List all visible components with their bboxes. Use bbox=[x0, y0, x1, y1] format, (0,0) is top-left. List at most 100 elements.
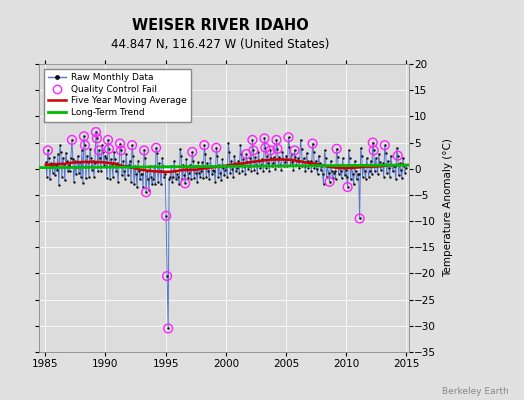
Point bbox=[331, 176, 340, 182]
Point bbox=[180, 172, 188, 178]
Point bbox=[166, 173, 174, 180]
Point bbox=[136, 176, 144, 182]
Point bbox=[212, 144, 221, 151]
Point bbox=[167, 163, 176, 169]
Point bbox=[194, 159, 202, 166]
Point bbox=[336, 168, 345, 174]
Point bbox=[356, 144, 365, 151]
Point bbox=[102, 155, 110, 162]
Point bbox=[109, 173, 117, 180]
Point bbox=[254, 149, 263, 155]
Point bbox=[323, 163, 332, 169]
Point bbox=[90, 173, 98, 180]
Point bbox=[143, 168, 151, 174]
Point bbox=[192, 170, 200, 176]
Point bbox=[292, 161, 301, 168]
Point bbox=[255, 158, 264, 164]
Point bbox=[322, 173, 331, 180]
Point bbox=[68, 137, 76, 143]
Point bbox=[266, 147, 275, 154]
Point bbox=[367, 171, 376, 177]
Point bbox=[183, 166, 191, 173]
Point bbox=[285, 144, 293, 150]
Point bbox=[134, 158, 143, 164]
Point bbox=[388, 161, 396, 168]
Point bbox=[220, 172, 228, 178]
Point bbox=[261, 144, 269, 151]
Point bbox=[244, 166, 253, 172]
Point bbox=[149, 176, 157, 182]
Point bbox=[272, 137, 281, 143]
Point bbox=[208, 171, 216, 177]
Point bbox=[61, 176, 69, 183]
Point bbox=[362, 176, 370, 182]
Point bbox=[148, 181, 156, 188]
Point bbox=[273, 146, 281, 152]
Point bbox=[85, 173, 93, 180]
Point bbox=[278, 149, 287, 155]
Point bbox=[169, 173, 177, 180]
Point bbox=[116, 140, 124, 147]
Point bbox=[137, 171, 145, 177]
Point bbox=[209, 167, 217, 174]
Point bbox=[373, 163, 381, 169]
Point bbox=[297, 137, 305, 143]
Point bbox=[216, 170, 224, 176]
Point bbox=[147, 173, 155, 180]
Point bbox=[384, 158, 392, 164]
Point bbox=[48, 163, 56, 169]
Point bbox=[236, 142, 245, 148]
Point bbox=[316, 166, 325, 173]
Point bbox=[67, 155, 75, 162]
Point bbox=[280, 163, 289, 169]
Point bbox=[224, 139, 233, 146]
Point bbox=[267, 155, 276, 162]
Point bbox=[105, 146, 113, 152]
Point bbox=[54, 182, 63, 189]
Point bbox=[205, 176, 213, 182]
Point bbox=[359, 161, 368, 168]
Point bbox=[228, 166, 236, 172]
Point bbox=[271, 166, 280, 172]
Point bbox=[163, 273, 171, 279]
Point bbox=[369, 147, 378, 154]
Point bbox=[47, 160, 55, 167]
Point bbox=[165, 176, 173, 182]
Point bbox=[337, 175, 346, 181]
Point bbox=[212, 144, 221, 151]
Point bbox=[370, 168, 379, 174]
Point bbox=[260, 135, 269, 142]
Point bbox=[186, 161, 194, 168]
Text: Berkeley Earth: Berkeley Earth bbox=[442, 387, 508, 396]
Point bbox=[201, 151, 210, 157]
Point bbox=[231, 160, 239, 167]
Point bbox=[179, 161, 188, 168]
Point bbox=[94, 168, 102, 174]
Point bbox=[181, 180, 189, 186]
Point bbox=[400, 170, 409, 176]
Point bbox=[73, 164, 81, 170]
Point bbox=[75, 170, 83, 176]
Point bbox=[185, 170, 193, 176]
Point bbox=[273, 146, 281, 152]
Point bbox=[218, 156, 226, 162]
Point bbox=[184, 175, 192, 181]
Point bbox=[352, 168, 360, 174]
Point bbox=[368, 139, 377, 146]
Legend: Raw Monthly Data, Quality Control Fail, Five Year Moving Average, Long-Term Tren: Raw Monthly Data, Quality Control Fail, … bbox=[44, 68, 191, 122]
Point bbox=[276, 161, 285, 168]
Point bbox=[100, 161, 108, 168]
Point bbox=[366, 168, 374, 174]
Point bbox=[151, 181, 159, 188]
Point bbox=[128, 142, 136, 148]
Point bbox=[251, 154, 259, 160]
Point bbox=[366, 158, 375, 164]
Point bbox=[334, 171, 343, 177]
Point bbox=[295, 164, 303, 171]
Point bbox=[53, 151, 62, 157]
Point bbox=[401, 164, 410, 171]
Point bbox=[152, 144, 160, 151]
Point bbox=[59, 154, 67, 161]
Point bbox=[230, 152, 238, 159]
Point bbox=[89, 158, 97, 164]
